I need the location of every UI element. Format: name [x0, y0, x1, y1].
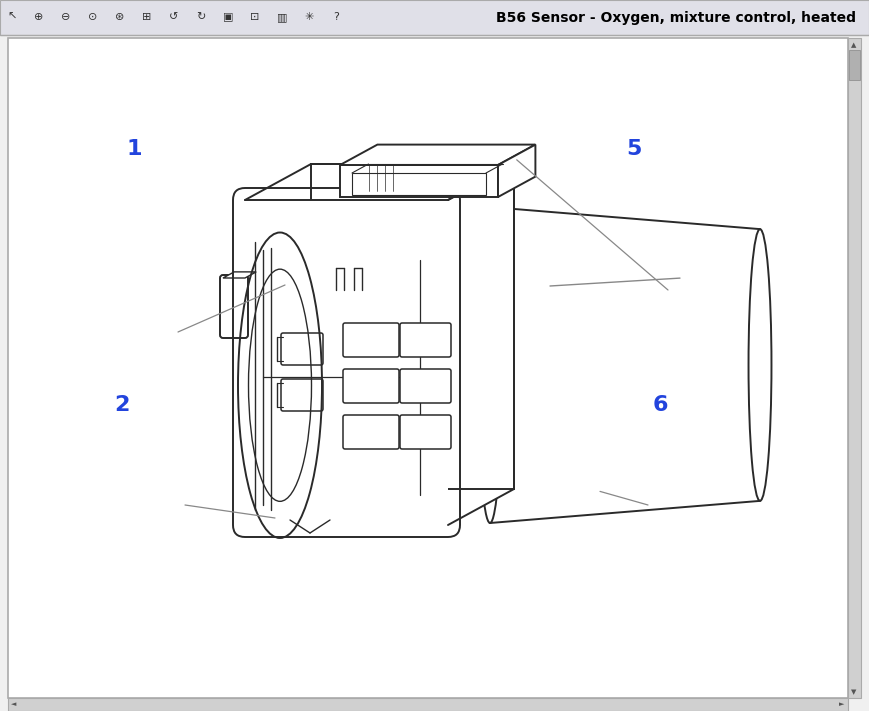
Text: ↻: ↻	[196, 12, 206, 22]
Text: ⊖: ⊖	[62, 12, 70, 22]
Ellipse shape	[478, 207, 502, 523]
Text: ◄: ◄	[11, 701, 17, 707]
FancyBboxPatch shape	[343, 323, 399, 357]
Bar	[848, 38, 861, 698]
FancyBboxPatch shape	[400, 369, 451, 403]
Polygon shape	[311, 164, 514, 489]
Bar	[0, 0, 869, 35]
FancyBboxPatch shape	[281, 379, 323, 411]
Text: ↺: ↺	[169, 12, 179, 22]
Text: ⊕: ⊕	[34, 12, 43, 22]
Polygon shape	[223, 272, 256, 278]
Text: ▼: ▼	[852, 689, 857, 695]
Text: 6: 6	[653, 395, 668, 415]
Text: 1: 1	[127, 139, 143, 159]
Polygon shape	[498, 144, 535, 197]
Polygon shape	[340, 144, 535, 165]
Text: ⊞: ⊞	[143, 12, 152, 22]
Polygon shape	[490, 207, 760, 523]
Text: ▥: ▥	[276, 12, 288, 22]
Text: 2: 2	[114, 395, 129, 415]
Text: ▣: ▣	[222, 12, 233, 22]
FancyBboxPatch shape	[281, 333, 323, 365]
Text: ►: ►	[839, 701, 845, 707]
Text: B56 Sensor - Oxygen, mixture control, heated: B56 Sensor - Oxygen, mixture control, he…	[496, 11, 856, 25]
FancyBboxPatch shape	[400, 415, 451, 449]
Text: ▲: ▲	[852, 42, 857, 48]
FancyBboxPatch shape	[343, 369, 399, 403]
Polygon shape	[448, 164, 514, 525]
Text: ↖: ↖	[7, 12, 17, 22]
Text: ⊛: ⊛	[116, 12, 124, 22]
Text: ⊙: ⊙	[89, 12, 97, 22]
Bar	[849, 50, 860, 80]
Bar	[340, 165, 498, 197]
FancyBboxPatch shape	[343, 415, 399, 449]
Text: ✳: ✳	[304, 12, 314, 22]
Bar	[245, 200, 448, 525]
FancyBboxPatch shape	[400, 323, 451, 357]
Bar	[352, 173, 486, 195]
Polygon shape	[311, 164, 514, 489]
Text: ⊡: ⊡	[250, 12, 260, 22]
Bar	[8, 698, 848, 711]
Polygon shape	[245, 164, 514, 200]
Ellipse shape	[748, 229, 772, 501]
Text: 5: 5	[627, 139, 642, 159]
FancyBboxPatch shape	[220, 275, 248, 338]
Text: ?: ?	[333, 12, 339, 22]
